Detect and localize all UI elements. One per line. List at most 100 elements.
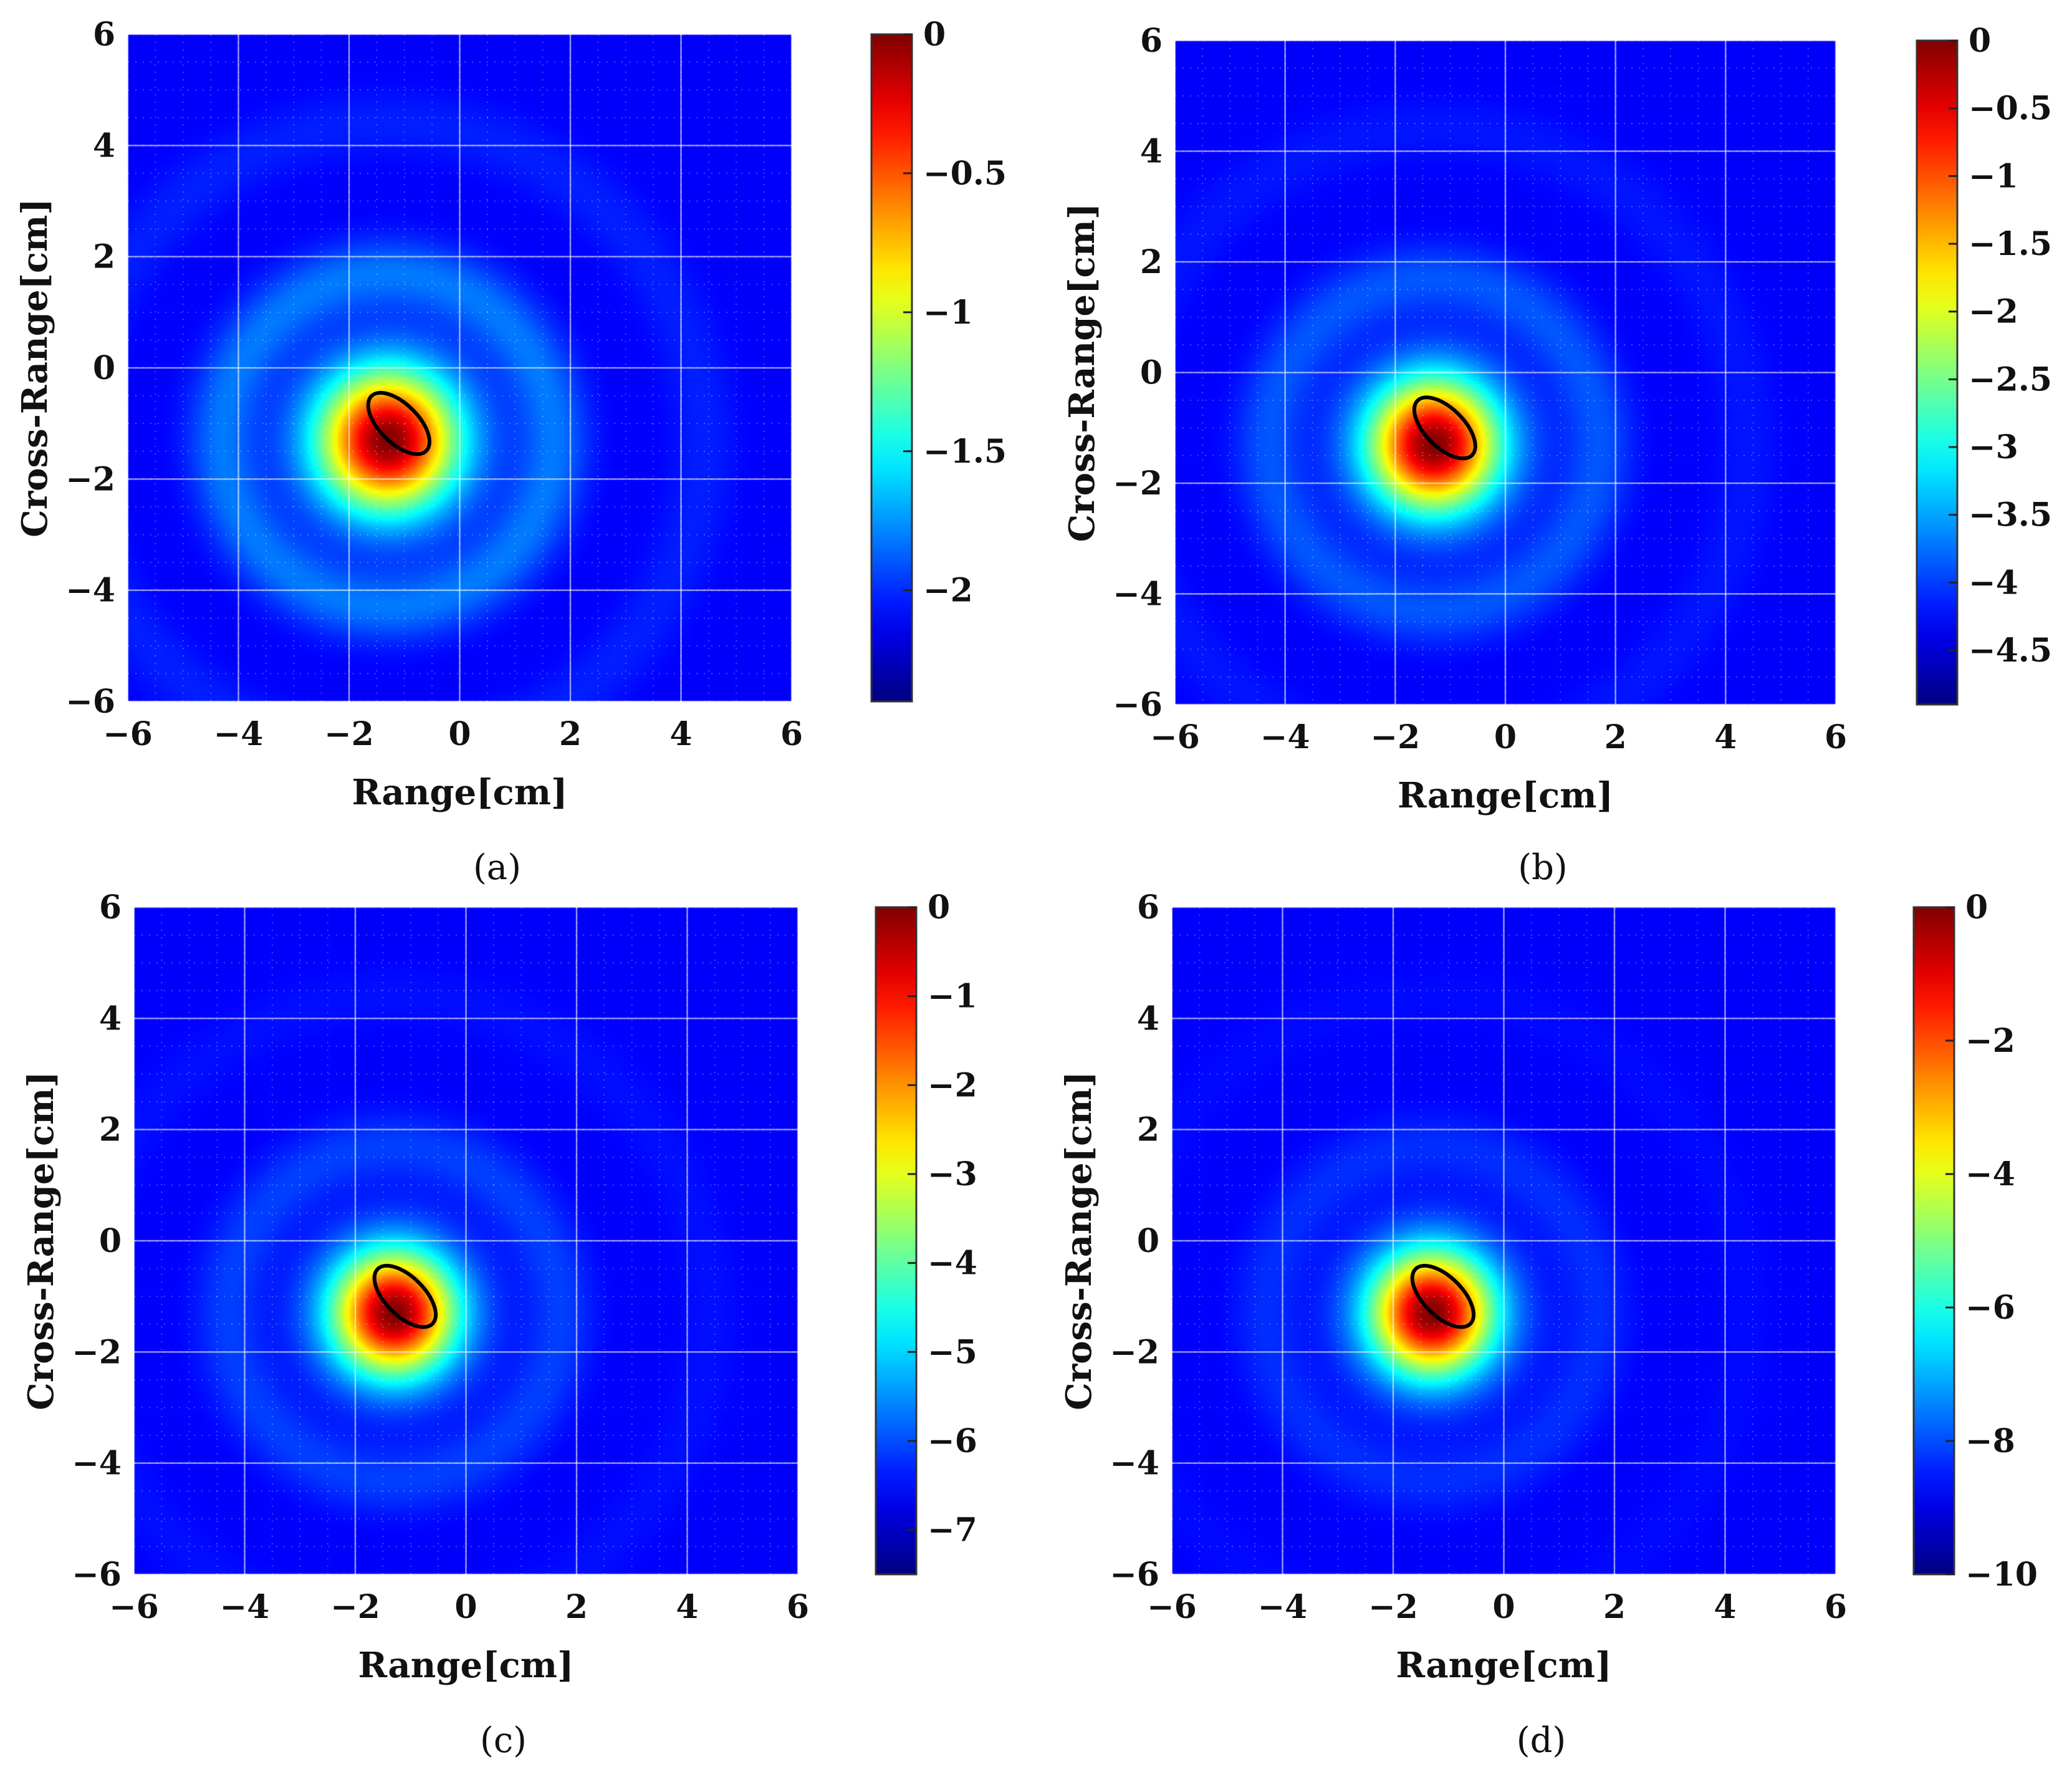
y-tick-label: −6 [65, 683, 115, 721]
colorbar-tick-label: −3 [1969, 428, 2018, 466]
panel-caption: (c) [480, 1720, 527, 1761]
colorbar-tick-label: −4 [928, 1245, 977, 1283]
major-grid-b [1174, 39, 1837, 706]
y-axis-label: Cross-Range[cm] [1058, 1071, 1100, 1410]
major-grid-d [1171, 906, 1837, 1576]
target-ellipse-a [366, 391, 432, 456]
colorbar-d [1912, 906, 1955, 1576]
colorbar-tick-label: −2 [1965, 1022, 2015, 1060]
colorbar-tick-label: −10 [1965, 1556, 2038, 1594]
colorbar-tick-label: 0 [923, 16, 946, 54]
colorbar-tick-label: −1 [928, 978, 977, 1016]
x-tick-label: 4 [1714, 718, 1737, 756]
y-tick-label: 6 [99, 888, 122, 927]
colorbar-tick-label: −3 [928, 1155, 977, 1193]
x-tick-label: −2 [1368, 1588, 1418, 1626]
y-axis-label: Cross-Range[cm] [14, 198, 55, 537]
colorbar-tick-label: −2 [923, 572, 973, 610]
colorbar-tick-label: −4 [1969, 564, 2018, 602]
colorbar-tick-label: −4.5 [1969, 632, 2052, 670]
y-tick-label: −4 [1113, 575, 1163, 614]
x-tick-label: 6 [787, 1588, 809, 1626]
colorbar-tick-label: −2 [1969, 293, 2018, 331]
colorbar-tick-label: −4 [1965, 1155, 2015, 1193]
x-axis-label: Range[cm] [1398, 775, 1613, 816]
y-tick-label: −6 [1113, 686, 1163, 724]
y-tick-label: −2 [72, 1333, 122, 1371]
y-tick-label: 2 [93, 238, 115, 276]
y-tick-label: 4 [1137, 999, 1159, 1038]
colorbar-tick-label: 0 [1969, 22, 1991, 60]
x-tick-label: −2 [1370, 718, 1420, 756]
major-grid-c [133, 906, 799, 1576]
x-tick-label: 4 [1714, 1588, 1736, 1626]
target-ellipse-b [1412, 395, 1477, 461]
colorbar-c [875, 906, 918, 1576]
x-tick-label: −6 [1150, 718, 1200, 756]
x-tick-label: −6 [1147, 1588, 1197, 1626]
major-grid-a [127, 33, 793, 703]
colorbar-b [1916, 39, 1959, 706]
x-axis-label: Range[cm] [352, 772, 568, 813]
y-tick-label: −4 [1110, 1445, 1159, 1483]
colorbar-tick-label: −6 [1965, 1289, 2015, 1327]
y-tick-label: −4 [65, 572, 115, 610]
colorbar-tick-label: −5 [928, 1333, 977, 1371]
y-axis-label: Cross-Range[cm] [1062, 203, 1103, 542]
x-axis-label: Range[cm] [358, 1645, 574, 1686]
colorbar-tick-label: −1 [1969, 157, 2018, 195]
target-ellipse-d [1410, 1264, 1476, 1329]
panel-caption: (b) [1518, 847, 1568, 888]
colorbar-tick-label: −1 [923, 294, 973, 332]
y-tick-label: 4 [99, 999, 122, 1038]
x-tick-label: 2 [559, 715, 582, 753]
y-tick-label: 2 [99, 1111, 122, 1149]
panel-c: −6 −4 −2 0 2 4 6 −6 −4 −2 0 2 4 6 Range[cm] Cross-Range… [21, 888, 977, 1761]
y-tick-label: 0 [93, 349, 115, 387]
panel-caption: (a) [473, 847, 521, 888]
x-tick-label: 6 [1825, 1588, 1847, 1626]
colorbar-tick-label: −7 [928, 1511, 977, 1549]
y-tick-label: 6 [93, 16, 115, 54]
y-tick-label: −4 [72, 1445, 122, 1483]
colorbar-tick-label: −2 [928, 1066, 977, 1104]
x-tick-label: 0 [1494, 718, 1517, 756]
x-tick-label: −6 [103, 715, 153, 753]
y-tick-label: −2 [65, 460, 115, 498]
x-tick-label: −2 [330, 1588, 380, 1626]
panel-b: −6 −4 −2 0 2 4 6 −6 −4 −2 0 2 4 6 Range[cm] Cross-Range… [1062, 22, 2052, 888]
y-tick-label: 4 [1140, 133, 1163, 171]
y-tick-label: 0 [99, 1222, 122, 1260]
y-tick-label: 6 [1137, 888, 1159, 927]
colorbar-tick-label: −6 [928, 1422, 977, 1460]
x-tick-label: 4 [676, 1588, 698, 1626]
colorbar-tick-label: −2.5 [1969, 360, 2052, 398]
colorbar-tick-label: −1.5 [923, 433, 1007, 471]
y-tick-label: 4 [93, 127, 115, 165]
colorbar-tick-label: −1.5 [1969, 225, 2052, 263]
y-tick-label: 0 [1137, 1222, 1159, 1260]
panel-a: −6 −4 −2 0 2 4 6 −6 −4 −2 0 2 4 6 Range[cm] Cross-Range… [14, 16, 1007, 888]
x-tick-label: −4 [214, 715, 264, 753]
y-tick-label: 6 [1140, 22, 1163, 60]
x-tick-label: 0 [454, 1588, 477, 1626]
x-tick-label: 4 [669, 715, 692, 753]
x-tick-label: −4 [220, 1588, 270, 1626]
colorbar-tick-label: −0.5 [923, 155, 1007, 193]
colorbar-tick-label: −3.5 [1969, 496, 2052, 534]
y-tick-label: −6 [1110, 1556, 1159, 1594]
x-tick-label: 2 [565, 1588, 588, 1626]
y-tick-label: −2 [1110, 1333, 1159, 1371]
colorbar-tick-label: 0 [1965, 888, 1988, 927]
y-tick-label: −6 [72, 1556, 122, 1594]
x-tick-label: 0 [448, 715, 471, 753]
x-tick-label: 0 [1492, 1588, 1515, 1626]
x-tick-label: 6 [1825, 718, 1847, 756]
colorbar-tick-label: −8 [1965, 1422, 2015, 1460]
x-tick-label: 6 [780, 715, 803, 753]
colorbar-tick-label: −0.5 [1969, 90, 2052, 128]
x-tick-label: −6 [109, 1588, 159, 1626]
x-tick-label: 2 [1604, 718, 1627, 756]
x-tick-label: 2 [1603, 1588, 1626, 1626]
